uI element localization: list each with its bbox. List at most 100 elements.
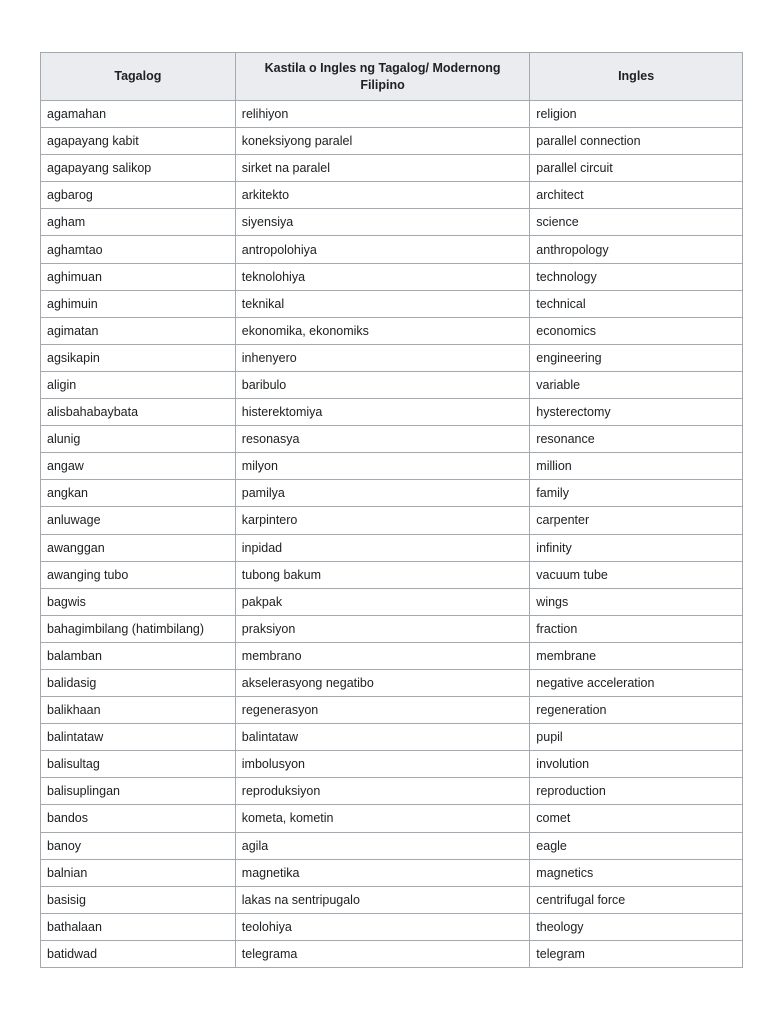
- table-row: alisbahabaybata histerektomiya hysterectom…: [40, 398, 743, 427]
- cell-tagalog: balisuplingan: [40, 777, 236, 806]
- cell-tagalog: basisig: [40, 885, 236, 914]
- table-row: banoy agila eagle: [40, 831, 743, 860]
- cell-tagalog: agapayang salikop: [40, 154, 236, 183]
- cell-tagalog: balnian: [40, 858, 236, 887]
- cell-kastila: akselerasyong negatibo: [234, 668, 531, 698]
- cell-ingles: million: [529, 452, 743, 481]
- cell-ingles: pupil: [529, 723, 743, 752]
- table-row: agimatan ekonomika, ekonomiks economics: [40, 316, 743, 345]
- cell-kastila: magnetika: [234, 858, 531, 887]
- table-row: agamahan relihiyon religion: [40, 99, 743, 129]
- cell-ingles: architect: [529, 181, 743, 210]
- table-row: awanging tubo tubong bakum vacuum tube: [40, 560, 743, 589]
- cell-tagalog: balisultag: [40, 750, 236, 779]
- cell-kastila: membrano: [234, 641, 531, 670]
- cell-ingles: membrane: [529, 641, 743, 670]
- cell-tagalog: agimatan: [40, 316, 236, 345]
- cell-tagalog: bandos: [40, 804, 236, 833]
- table-row: anluwage karpintero carpenter: [40, 506, 743, 535]
- cell-tagalog: angkan: [40, 479, 236, 508]
- table-row: basisig lakas na sentripugalo centrifugal …: [40, 885, 743, 914]
- cell-kastila: teknolohiya: [234, 262, 531, 291]
- table-row: balikhaan regenerasyon regeneration: [40, 696, 743, 725]
- cell-kastila: agila: [234, 831, 531, 860]
- cell-tagalog: balintataw: [40, 723, 236, 752]
- cell-ingles: carpenter: [529, 506, 743, 535]
- cell-kastila: karpintero: [234, 506, 531, 535]
- cell-tagalog: alunig: [40, 425, 236, 454]
- cell-ingles: technical: [529, 289, 743, 318]
- cell-ingles: hysterectomy: [529, 398, 743, 427]
- cell-kastila: lakas na sentripugalo: [234, 885, 531, 914]
- cell-ingles: engineering: [529, 343, 743, 372]
- table-row: aligin baribulo variable: [40, 370, 743, 400]
- cell-tagalog: awanging tubo: [40, 560, 236, 589]
- cell-ingles: eagle: [529, 831, 743, 860]
- cell-kastila: imbolusyon: [234, 750, 531, 779]
- glossary-table: Tagalog Kastila o Ingles ng Tagalog/ Mod…: [40, 52, 743, 969]
- cell-ingles: negative acceleration: [529, 668, 743, 698]
- cell-tagalog: anluwage: [40, 506, 236, 535]
- cell-ingles: economics: [529, 316, 743, 345]
- cell-ingles: variable: [529, 370, 743, 400]
- cell-tagalog: batidwad: [40, 939, 236, 969]
- cell-tagalog: agsikapin: [40, 343, 236, 372]
- cell-tagalog: aghamtao: [40, 235, 236, 264]
- cell-kastila: inhenyero: [234, 343, 531, 372]
- cell-kastila: tubong bakum: [234, 560, 531, 589]
- cell-kastila: histerektomiya: [234, 398, 531, 427]
- cell-kastila: antropolohiya: [234, 235, 531, 264]
- cell-tagalog: awanggan: [40, 533, 236, 562]
- table-row: bagwis pakpak wings: [40, 587, 743, 616]
- cell-tagalog: agamahan: [40, 99, 236, 129]
- cell-ingles: family: [529, 479, 743, 508]
- cell-kastila: baribulo: [234, 370, 531, 400]
- cell-ingles: telegram: [529, 939, 743, 969]
- cell-kastila: ekonomika, ekonomiks: [234, 316, 531, 345]
- cell-tagalog: aghimuin: [40, 289, 236, 318]
- cell-tagalog: bagwis: [40, 587, 236, 616]
- table-row: agsikapin inhenyero engineering: [40, 343, 743, 372]
- table-row: balnian magnetika magnetics: [40, 858, 743, 887]
- table-row: angkan pamilya family: [40, 479, 743, 508]
- cell-ingles: anthropology: [529, 235, 743, 264]
- cell-tagalog: agham: [40, 208, 236, 237]
- cell-ingles: regeneration: [529, 696, 743, 725]
- cell-kastila: arkitekto: [234, 181, 531, 210]
- cell-ingles: involution: [529, 750, 743, 779]
- cell-kastila: sirket na paralel: [234, 154, 531, 183]
- cell-ingles: religion: [529, 99, 743, 129]
- table-row: bahagimbilang (hatimbilang) praksiyon frac…: [40, 614, 743, 643]
- cell-tagalog: angaw: [40, 452, 236, 481]
- cell-ingles: infinity: [529, 533, 743, 562]
- cell-ingles: wings: [529, 587, 743, 616]
- cell-kastila: siyensiya: [234, 208, 531, 237]
- table-row: aghimuin teknikal technical: [40, 289, 743, 318]
- table-row: bandos kometa, kometin comet: [40, 804, 743, 833]
- cell-kastila: pakpak: [234, 587, 531, 616]
- cell-tagalog: agbarog: [40, 181, 236, 210]
- cell-tagalog: balamban: [40, 641, 236, 670]
- cell-ingles: vacuum tube: [529, 560, 743, 589]
- cell-ingles: comet: [529, 804, 743, 833]
- cell-kastila: regenerasyon: [234, 696, 531, 725]
- table-row: balidasig akselerasyong negatibo negative …: [40, 668, 743, 698]
- table-row: awanggan inpidad infinity: [40, 533, 743, 562]
- cell-kastila: relihiyon: [234, 99, 531, 129]
- cell-tagalog: aligin: [40, 370, 236, 400]
- cell-ingles: reproduction: [529, 777, 743, 806]
- cell-tagalog: aghimuan: [40, 262, 236, 291]
- cell-kastila: resonasya: [234, 425, 531, 454]
- cell-ingles: parallel connection: [529, 127, 743, 156]
- cell-kastila: milyon: [234, 452, 531, 481]
- cell-ingles: science: [529, 208, 743, 237]
- cell-tagalog: balidasig: [40, 668, 236, 698]
- cell-kastila: telegrama: [234, 939, 531, 969]
- table-row: agapayang kabit koneksiyong paralel parall…: [40, 127, 743, 156]
- cell-ingles: technology: [529, 262, 743, 291]
- table-row: agapayang salikop sirket na paralel parall…: [40, 154, 743, 183]
- table-row: agbarog arkitekto architect: [40, 181, 743, 210]
- cell-tagalog: agapayang kabit: [40, 127, 236, 156]
- cell-tagalog: bathalaan: [40, 912, 236, 941]
- table-row: balisuplingan reproduksiyon reproduction: [40, 777, 743, 806]
